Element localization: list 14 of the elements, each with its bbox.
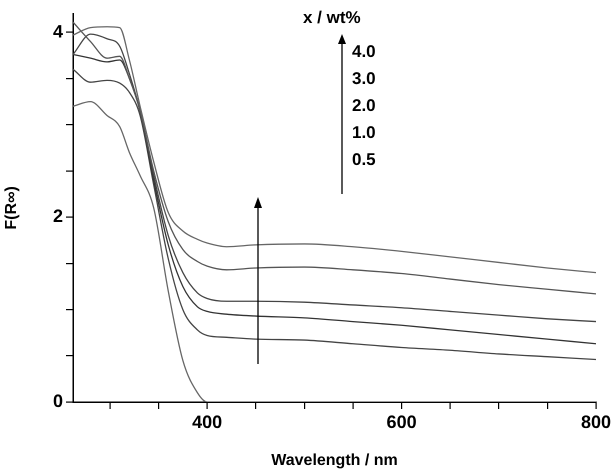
annotation: 1.0 (352, 123, 376, 143)
x-tick-label: 600 (386, 412, 417, 432)
y-tick-label: 4 (52, 21, 63, 42)
y-tick-label: 2 (52, 206, 63, 226)
x-tick-label: 800 (580, 412, 612, 432)
annotation: x / wt% (303, 8, 361, 28)
y-tick-label: 0 (52, 390, 63, 411)
annotation: 3.0 (352, 69, 376, 89)
y-axis-title: F(R∞) (3, 186, 20, 230)
annotation: 4.0 (352, 42, 376, 62)
x-tick-label: 400 (192, 412, 222, 432)
annotation: 0.5 (352, 150, 376, 170)
x-axis-title: Wavelength / nm (271, 452, 398, 469)
annotation: 2.0 (352, 96, 376, 116)
